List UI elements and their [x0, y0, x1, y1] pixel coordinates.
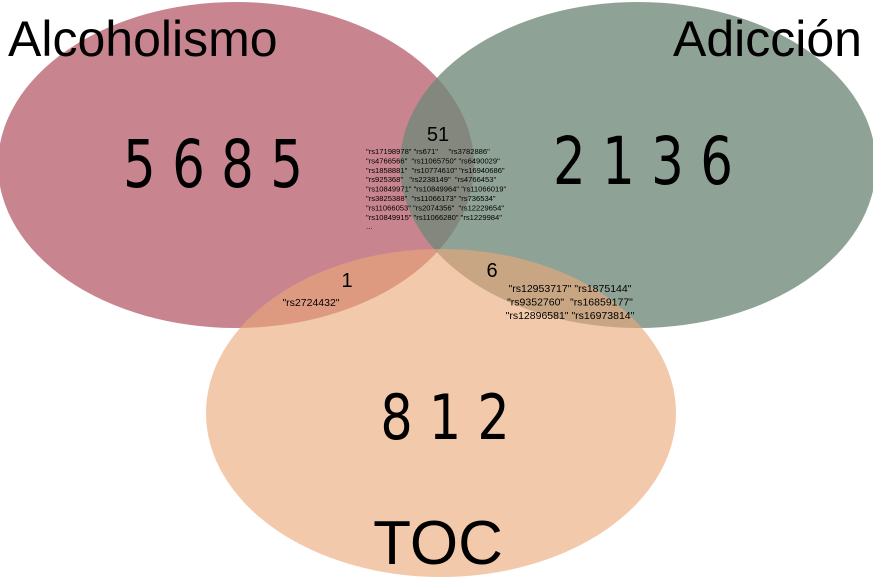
- adiccion-toc-snp-line: "rs9352760" "rs16859177": [507, 297, 633, 309]
- adiccion-toc-count: 6: [486, 260, 497, 282]
- alcoholismo-adiccion-snp-line: "rs4766566" "rs11065750" "rs6490029": [366, 156, 500, 165]
- alcoholismo-adiccion-snp-list: "rs17198978" "rs671" "rs3782886""rs47665…: [366, 147, 506, 231]
- alcoholismo-adiccion-snp-line: "rs17198978" "rs671" "rs3782886": [366, 147, 490, 156]
- alcoholismo-toc-snp-line: "rs2724432": [282, 297, 339, 309]
- adiccion-toc-snp-line: "rs12896581" "rs16973814": [506, 310, 635, 322]
- alcoholismo-adiccion-snp-line: "rs10849915" "rs11066280" "rs1229984": [366, 213, 502, 222]
- alcoholismo-adiccion-snp-line: "rs3825388" "rs11066173" "rs736534": [366, 194, 496, 203]
- alcoholismo-set-ellipse: [0, 2, 474, 328]
- adiccion-toc-snp-list: "rs12953717" "rs1875144" "rs9352760" "rs1…: [506, 283, 635, 322]
- adiccion-label: Adicción: [673, 11, 862, 67]
- adiccion-set-ellipse: [400, 2, 873, 328]
- alcoholismo-adiccion-snp-line: "rs11066053" "rs2074356" "rs12229654": [366, 203, 504, 212]
- alcoholismo-adiccion-snp-line: "rs10849971" "rs10849964" "rs11066019": [366, 185, 506, 194]
- alcoholismo-toc-count: 1: [341, 270, 352, 292]
- alcoholismo-adiccion-snp-line: "rs1858881" "rs10774610" "rs16940686": [366, 166, 505, 175]
- alcoholismo-toc-snp-list: "rs2724432": [282, 297, 339, 309]
- toc-label: TOC: [373, 509, 503, 578]
- alcoholismo-adiccion-snp-line: ...: [366, 222, 372, 231]
- alcoholismo-only-count: 5 6 8 5: [123, 126, 303, 203]
- alcoholismo-label: Alcoholismo: [8, 11, 278, 67]
- toc-only-count: 8 1 2: [380, 382, 509, 454]
- adiccion-only-count: 2 1 3 6: [553, 123, 733, 200]
- alcoholismo-adiccion-snp-line: "rs925368" "rs2238149" "rs4766453": [366, 175, 496, 184]
- alcoholismo-adiccion-count: 51: [427, 124, 449, 146]
- toc-set-ellipse: [206, 249, 676, 577]
- adiccion-toc-snp-line: "rs12953717" "rs1875144": [509, 283, 632, 295]
